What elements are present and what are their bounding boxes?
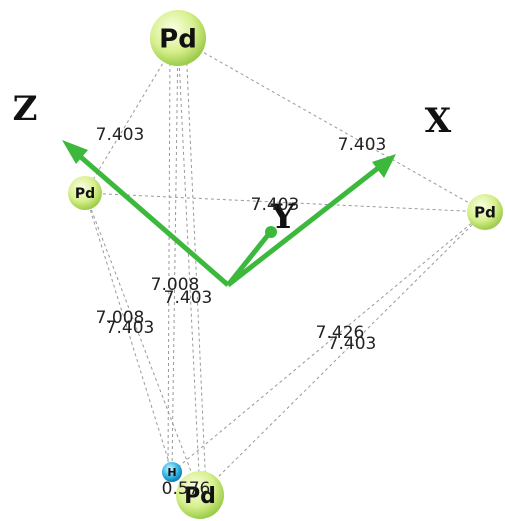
distance-label: 7.403 xyxy=(96,125,145,145)
distance-label: 0.576 xyxy=(162,479,211,499)
distance-label: 7.403 xyxy=(251,195,300,215)
axis-label: Z xyxy=(13,89,38,129)
distance-label: 7.403 xyxy=(328,334,377,354)
atom-label: H xyxy=(167,466,176,479)
axis-label: X xyxy=(425,101,452,141)
atom-label: Pd xyxy=(75,186,95,202)
atom-label: Pd xyxy=(159,24,197,54)
distance-label: 7.403 xyxy=(106,318,155,338)
axes xyxy=(62,140,396,285)
molecule-view: PdPdPdPdH ZXY7.4037.4037.4037.0087.4037.… xyxy=(0,0,505,521)
distance-label: 7.403 xyxy=(338,135,387,155)
distance-label: 7.403 xyxy=(164,288,213,308)
atom-label: Pd xyxy=(474,203,496,221)
